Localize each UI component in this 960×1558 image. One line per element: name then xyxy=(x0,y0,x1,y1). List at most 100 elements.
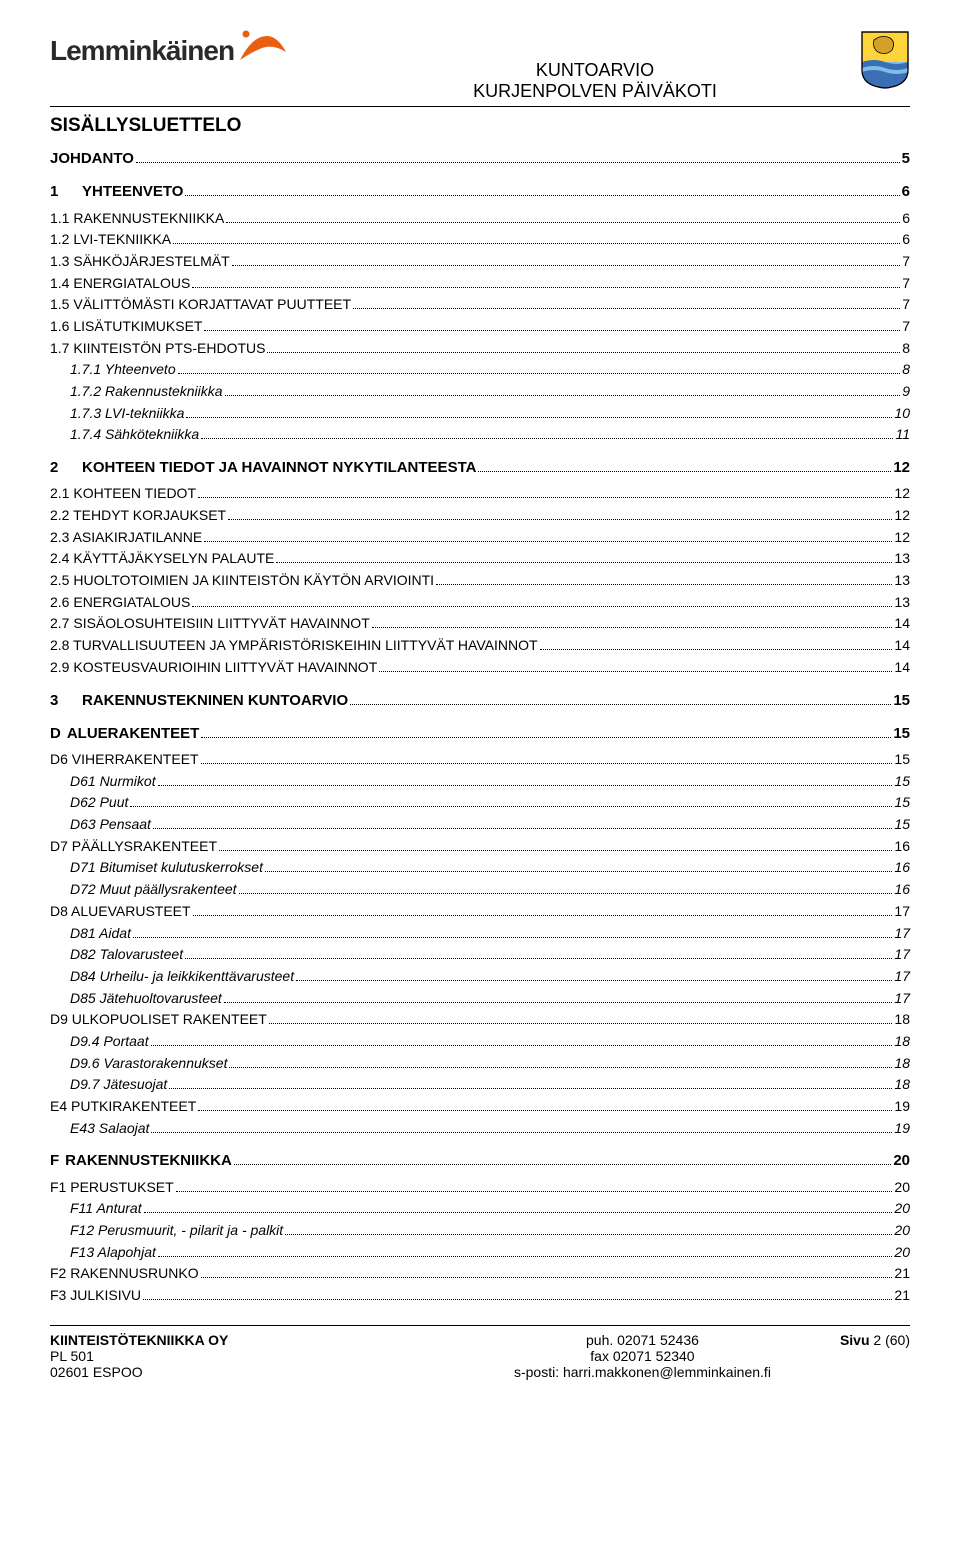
toc-entry[interactable]: D7 PÄÄLLYSRAKENTEET16 xyxy=(50,836,910,858)
toc-leader-dots xyxy=(350,704,891,705)
toc-entry[interactable]: 1.1 RAKENNUSTEKNIIKKA6 xyxy=(50,208,910,230)
toc-entry-page: 13 xyxy=(894,570,910,592)
toc-entry-label: 1.3 SÄHKÖJÄRJESTELMÄT xyxy=(50,251,230,273)
toc-entry-label: 2.9 KOSTEUSVAURIOIHIN LIITTYVÄT HAVAINNO… xyxy=(50,657,377,679)
toc-entry-label: F2 RAKENNUSRUNKO xyxy=(50,1263,199,1285)
toc-entry[interactable]: D71 Bitumiset kulutuskerrokset16 xyxy=(50,857,910,879)
toc-entry[interactable]: D84 Urheilu- ja leikkikenttävarusteet17 xyxy=(50,966,910,988)
toc-entry[interactable]: 1.7.2 Rakennustekniikka9 xyxy=(50,381,910,403)
toc-entry[interactable]: 2.8 TURVALLISUUTEEN JA YMPÄRISTÖRISKEIHI… xyxy=(50,635,910,657)
toc-leader-dots xyxy=(192,606,892,607)
toc-entry[interactable]: 1.5 VÄLITTÖMÄSTI KORJATTAVAT PUUTTEET7 xyxy=(50,294,910,316)
toc-entry-label: 1.7.2 Rakennustekniikka xyxy=(70,381,223,403)
toc-entry[interactable]: 1.7.1 Yhteenveto8 xyxy=(50,359,910,381)
toc-entry-label: 1.6 LISÄTUTKIMUKSET xyxy=(50,316,202,338)
toc-entry-text: YHTEENVETO xyxy=(82,183,183,200)
toc-leader-dots xyxy=(276,562,892,563)
toc-entry-label: D63 Pensaat xyxy=(70,814,151,836)
toc-entry[interactable]: 2.6 ENERGIATALOUS13 xyxy=(50,592,910,614)
toc-entry-label: D61 Nurmikot xyxy=(70,771,156,793)
toc-entry[interactable]: D9 ULKOPUOLISET RAKENTEET18 xyxy=(50,1009,910,1031)
toc-entry-page: 18 xyxy=(894,1031,910,1053)
toc-entry[interactable]: E4 PUTKIRAKENTEET19 xyxy=(50,1096,910,1118)
toc-entry[interactable]: D72 Muut päällysrakenteet16 xyxy=(50,879,910,901)
toc-entry[interactable]: F13 Alapohjat20 xyxy=(50,1242,910,1264)
toc-entry[interactable]: DALUERAKENTEET15 xyxy=(50,722,910,745)
toc-entry-label: D62 Puut xyxy=(70,792,128,814)
header-title-1: KUNTOARVIO xyxy=(330,60,860,81)
toc-entry-text: RAKENNUSTEKNIIKKA xyxy=(65,1152,232,1169)
toc-entry-label: 2.3 ASIAKIRJATILANNE xyxy=(50,527,202,549)
toc-entry[interactable]: D9.7 Jätesuojat18 xyxy=(50,1074,910,1096)
toc-leader-dots xyxy=(224,1002,893,1003)
toc-entry-label: 1.2 LVI-TEKNIIKKA xyxy=(50,229,171,251)
toc-entry[interactable]: F11 Anturat20 xyxy=(50,1198,910,1220)
toc-entry[interactable]: D85 Jätehuoltovarusteet17 xyxy=(50,988,910,1010)
toc-entry[interactable]: D6 VIHERRAKENTEET15 xyxy=(50,749,910,771)
toc-leader-dots xyxy=(151,1045,893,1046)
toc-leader-dots xyxy=(436,584,892,585)
toc-entry[interactable]: 2.2 TEHDYT KORJAUKSET12 xyxy=(50,505,910,527)
toc-entry[interactable]: D8 ALUEVARUSTEET17 xyxy=(50,901,910,923)
toc-entry[interactable]: 2.1 KOHTEEN TIEDOT12 xyxy=(50,483,910,505)
toc-entry-page: 20 xyxy=(893,1149,910,1172)
toc-entry-label: D9.4 Portaat xyxy=(70,1031,149,1053)
company-logo: Lemminkäinen xyxy=(50,30,330,71)
toc-entry[interactable]: 2.7 SISÄOLOSUHTEISIIN LIITTYVÄT HAVAINNO… xyxy=(50,613,910,635)
toc-entry-label: 1.1 RAKENNUSTEKNIIKKA xyxy=(50,208,224,230)
toc-entry-page: 12 xyxy=(894,527,910,549)
toc-entry[interactable]: 2.3 ASIAKIRJATILANNE 12 xyxy=(50,527,910,549)
toc-entry[interactable]: 3RAKENNUSTEKNINEN KUNTOARVIO 15 xyxy=(50,689,910,712)
toc-heading: SISÄLLYSLUETTELO xyxy=(50,115,910,137)
toc-entry[interactable]: 2.5 HUOLTOTOIMIEN JA KIINTEISTÖN KÄYTÖN … xyxy=(50,570,910,592)
toc-entry-page: 10 xyxy=(894,403,910,425)
toc-entry[interactable]: 1.7.3 LVI-tekniikka10 xyxy=(50,403,910,425)
toc-entry[interactable]: E43 Salaojat19 xyxy=(50,1118,910,1140)
toc-entry-label: DALUERAKENTEET xyxy=(50,722,199,745)
toc-entry-page: 16 xyxy=(894,857,910,879)
toc-entry-number: 3 xyxy=(50,689,76,712)
toc-entry[interactable]: F12 Perusmuurit, - pilarit ja - palkit20 xyxy=(50,1220,910,1242)
toc-entry[interactable]: D61 Nurmikot15 xyxy=(50,771,910,793)
toc-leader-dots xyxy=(158,1256,893,1257)
toc-entry[interactable]: 2.4 KÄYTTÄJÄKYSELYN PALAUTE13 xyxy=(50,548,910,570)
toc-entry[interactable]: 1YHTEENVETO6 xyxy=(50,180,910,203)
toc-leader-dots xyxy=(201,763,893,764)
toc-entry-number: F xyxy=(50,1149,59,1172)
toc-entry-label: 2.5 HUOLTOTOIMIEN JA KIINTEISTÖN KÄYTÖN … xyxy=(50,570,434,592)
toc-entry[interactable]: 1.2 LVI-TEKNIIKKA6 xyxy=(50,229,910,251)
toc-leader-dots xyxy=(136,162,900,163)
toc-entry[interactable]: D63 Pensaat15 xyxy=(50,814,910,836)
toc-entry[interactable]: F2 RAKENNUSRUNKO21 xyxy=(50,1263,910,1285)
toc-leader-dots xyxy=(192,287,900,288)
toc-entry[interactable]: 1.7 KIINTEISTÖN PTS-EHDOTUS8 xyxy=(50,338,910,360)
footer-company: KIINTEISTÖTEKNIIKKA OY xyxy=(50,1332,228,1348)
toc-entry-label: 3RAKENNUSTEKNINEN KUNTOARVIO xyxy=(50,689,348,712)
toc-entry[interactable]: D81 Aidat17 xyxy=(50,923,910,945)
toc-leader-dots xyxy=(353,308,900,309)
toc-entry[interactable]: D82 Talovarusteet17 xyxy=(50,944,910,966)
toc-entry-page: 15 xyxy=(893,689,910,712)
toc-entry[interactable]: D9.6 Varastorakennukset18 xyxy=(50,1053,910,1075)
toc-entry[interactable]: F RAKENNUSTEKNIIKKA 20 xyxy=(50,1149,910,1172)
toc-entry[interactable]: F1 PERUSTUKSET20 xyxy=(50,1177,910,1199)
toc-entry[interactable]: F3 JULKISIVU21 xyxy=(50,1285,910,1307)
logo-swoosh-icon xyxy=(238,30,288,71)
toc-entry-page: 5 xyxy=(902,147,910,170)
toc-entry[interactable]: D62 Puut15 xyxy=(50,792,910,814)
toc-entry-label: D7 PÄÄLLYSRAKENTEET xyxy=(50,836,217,858)
toc-entry[interactable]: D9.4 Portaat 18 xyxy=(50,1031,910,1053)
toc-leader-dots xyxy=(204,541,892,542)
toc-entry[interactable]: 1.4 ENERGIATALOUS7 xyxy=(50,273,910,295)
toc-entry[interactable]: 1.7.4 Sähkötekniikka11 xyxy=(50,424,910,446)
toc-entry[interactable]: 2.9 KOSTEUSVAURIOIHIN LIITTYVÄT HAVAINNO… xyxy=(50,657,910,679)
toc-entry[interactable]: 1.3 SÄHKÖJÄRJESTELMÄT 7 xyxy=(50,251,910,273)
toc-entry-text: JOHDANTO xyxy=(50,150,134,167)
toc-entry-number: 2 xyxy=(50,456,76,479)
toc-entry[interactable]: JOHDANTO 5 xyxy=(50,147,910,170)
toc-entry[interactable]: 2KOHTEEN TIEDOT JA HAVAINNOT NYKYTILANTE… xyxy=(50,456,910,479)
toc-leader-dots xyxy=(265,871,892,872)
toc-entry-page: 7 xyxy=(902,294,910,316)
toc-entry[interactable]: 1.6 LISÄTUTKIMUKSET7 xyxy=(50,316,910,338)
toc-entry-page: 7 xyxy=(902,251,910,273)
